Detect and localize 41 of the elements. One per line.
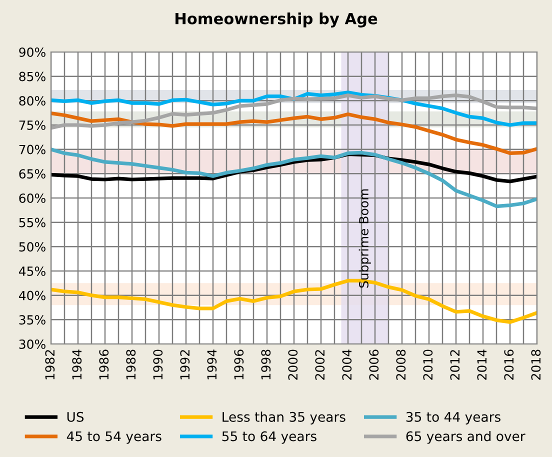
x-tick-label: 2002: [315, 350, 325, 380]
x-tick-label: 1990: [153, 350, 163, 380]
x-tick-label: 1984: [72, 350, 82, 380]
y-tick-label: 75%: [19, 120, 46, 130]
line-series: [51, 112, 537, 156]
x-tick-label: 2000: [288, 350, 298, 380]
legend-label: 65 years and over: [406, 431, 526, 444]
y-tick-label: 65%: [19, 169, 46, 179]
y-tick-label: 45%: [18, 266, 46, 276]
x-tick-label: 1994: [207, 350, 217, 380]
x-tick-label: 2004: [342, 350, 352, 380]
x-tick-label: 1998: [261, 350, 271, 380]
x-tick-label: 1982: [45, 350, 55, 380]
y-tick-label: 50%: [19, 242, 46, 252]
x-tick-label: 2006: [369, 350, 379, 380]
x-tick-label: 2018: [531, 350, 541, 380]
y-tick-label: 55%: [19, 218, 46, 228]
x-tick-label: 2008: [396, 350, 406, 380]
legend-label: 35 to 44 years: [406, 412, 500, 424]
y-tick-label: 35%: [19, 315, 46, 325]
y-tick-label: 90%: [19, 47, 46, 57]
x-tick-label: 2014: [477, 350, 487, 380]
x-tick-label: 1986: [99, 350, 109, 380]
x-tick-label: 2012: [450, 350, 460, 380]
y-tick-label: 70%: [19, 144, 46, 154]
x-tick-label: 1996: [234, 350, 244, 380]
band-label: Subprime Boom: [358, 189, 371, 288]
legend-label: 55 to 64 years: [222, 431, 316, 444]
x-tick-label: 2010: [423, 350, 433, 380]
y-tick-label: 30%: [19, 339, 46, 349]
y-tick-label: 60%: [19, 193, 46, 203]
y-tick-label: 40%: [18, 290, 46, 300]
legend-label: US: [67, 412, 84, 422]
legend-label: 45 to 54 years: [66, 431, 162, 444]
x-tick-label: 1992: [180, 350, 190, 380]
x-tick-label: 2016: [504, 350, 514, 380]
y-tick-label: 85%: [19, 72, 46, 82]
chart-title: Homeownership by Age: [176, 12, 378, 28]
legend-label: Less than 35 years: [222, 412, 346, 424]
y-tick-label: 80%: [19, 96, 46, 106]
x-tick-label: 1988: [126, 350, 136, 380]
